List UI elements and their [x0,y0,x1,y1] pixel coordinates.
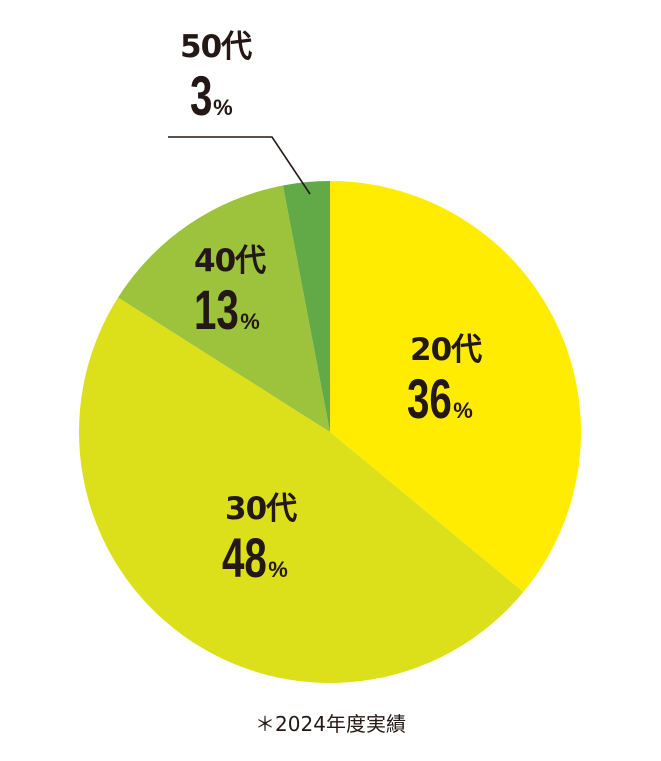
pie-slice-1 [79,297,524,683]
slice-category: 50代 [180,29,252,65]
percent-sign: % [453,398,473,423]
slice-value: 36 [407,367,452,430]
slice-label-50s: 50代 3% [180,29,252,127]
pie-slice-3 [282,181,330,432]
percent-sign: % [240,309,260,334]
slice-label-30s: 30代 48% [222,491,297,589]
leader-line-50s [168,136,311,195]
slice-label-40s: 40代 13% [194,243,266,341]
slice-value: 3 [190,64,213,127]
slice-category: 40代 [194,243,266,279]
pie-slice-0 [330,181,581,592]
slice-category: 20代 [410,332,482,368]
slice-label-20s: 20代 36% [407,332,482,430]
slice-value: 13 [194,278,239,341]
chart-caption: ＊2024年度実績 [255,712,406,736]
percent-sign: % [213,95,233,120]
pie-slice-2 [118,185,330,432]
slice-value: 48 [222,526,267,589]
slice-category: 30代 [225,491,297,527]
percent-sign: % [268,557,288,582]
